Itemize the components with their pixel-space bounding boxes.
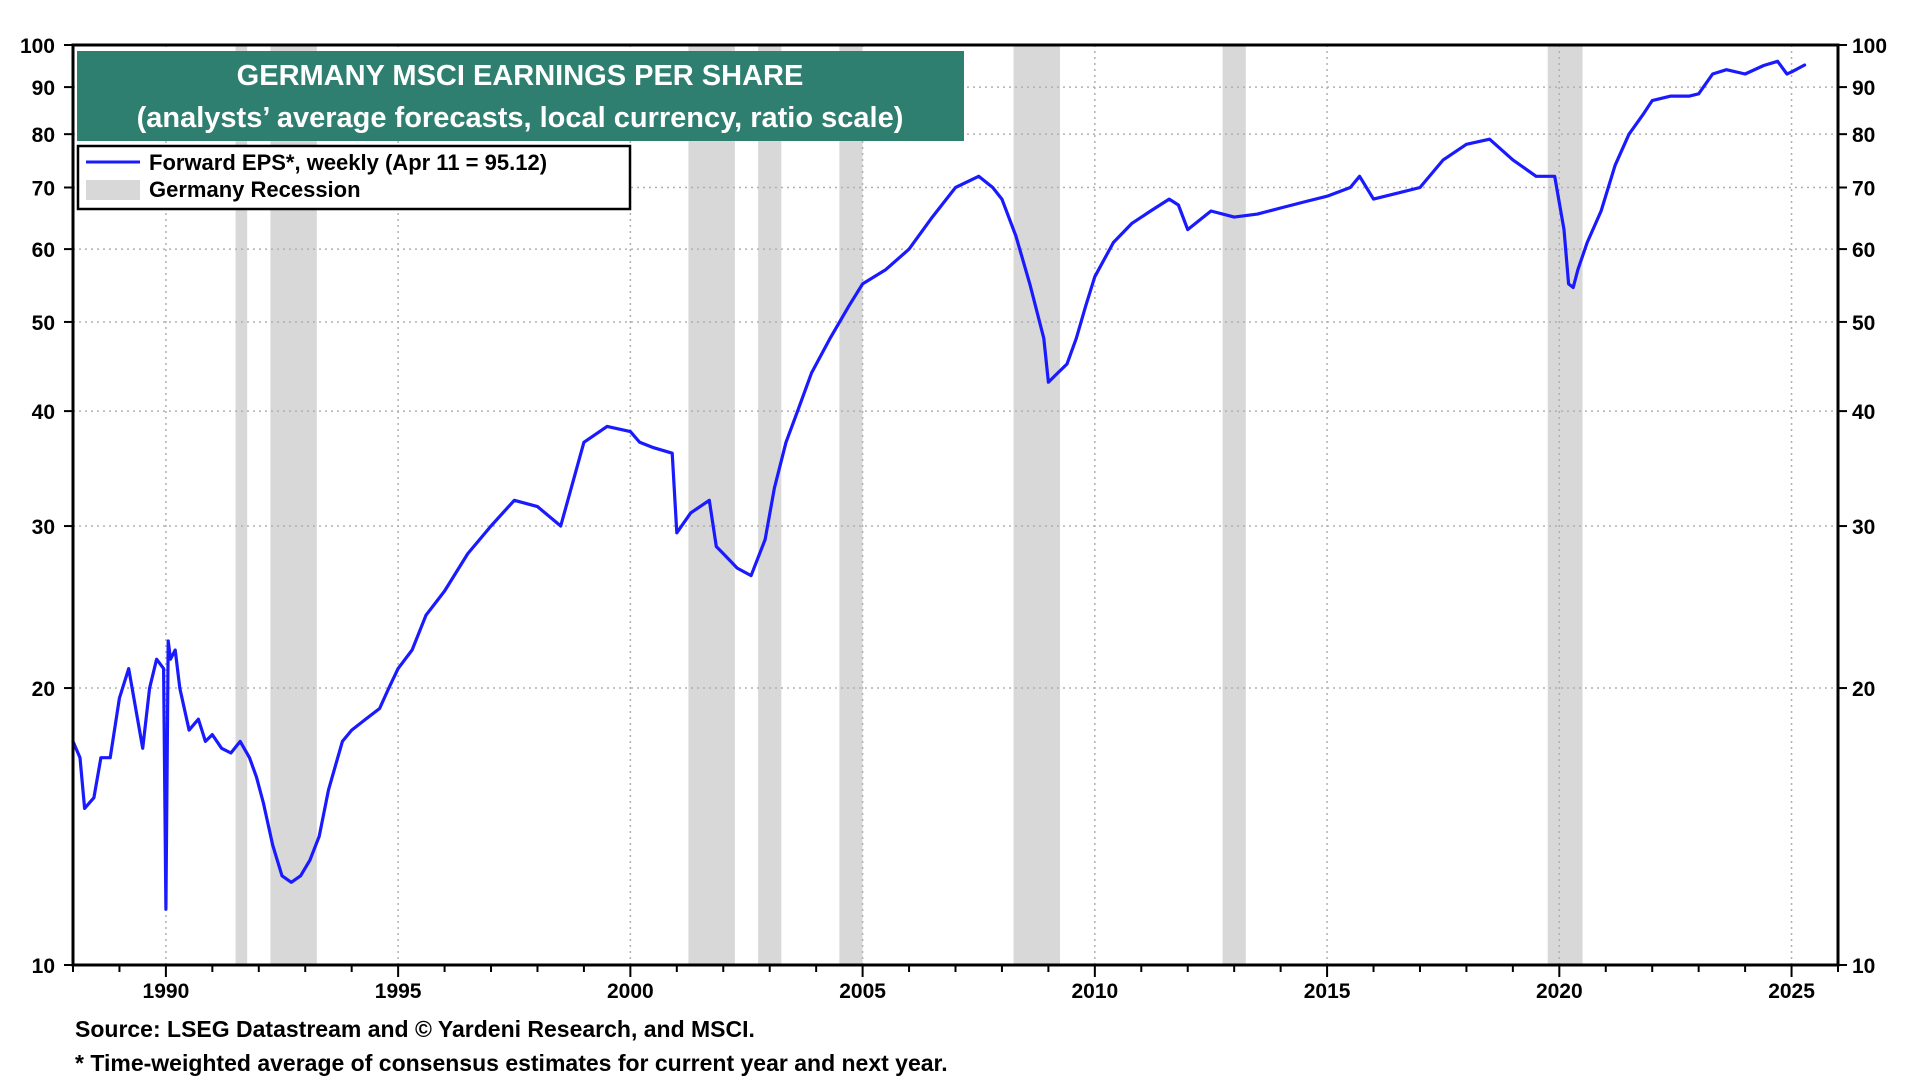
x-tick-label: 2000 [607, 980, 654, 1003]
y-tick-label: 90 [32, 77, 55, 100]
x-tick-label: 2015 [1304, 980, 1351, 1003]
x-tick-label: 2025 [1768, 980, 1815, 1003]
chart-title-box: GERMANY MSCI EARNINGS PER SHARE (analyst… [77, 51, 964, 141]
legend-label-eps: Forward EPS*, weekly (Apr 11 = 95.12) [149, 150, 547, 175]
recession-band [1013, 45, 1061, 965]
x-tick-label: 2020 [1536, 980, 1583, 1003]
y-tick-label: 70 [1852, 178, 1875, 201]
x-tick-label: 2010 [1071, 980, 1118, 1003]
y-tick-label: 50 [1852, 312, 1875, 335]
y-tick-label: 20 [32, 678, 55, 701]
y-tick-label: 30 [32, 516, 55, 539]
recession-band [688, 45, 735, 965]
y-tick-label: 20 [1852, 678, 1875, 701]
recession-band [1222, 45, 1246, 965]
tick-marks [64, 44, 1847, 977]
legend-swatch-recession [86, 180, 140, 200]
y-tick-label: 90 [1852, 77, 1875, 100]
y-tick-label: 60 [1852, 239, 1875, 262]
legend: Forward EPS*, weekly (Apr 11 = 95.12) Ge… [76, 144, 632, 211]
y-tick-labels-left: 10 20 30 40 50 60 70 80 90 100 [20, 35, 55, 978]
source-note: Source: LSEG Datastream and © Yardeni Re… [75, 1016, 755, 1042]
recession-bands [235, 45, 1583, 965]
y-tick-labels-right: 10 20 30 40 50 60 70 80 90 100 [1852, 35, 1887, 978]
y-tick-label: 70 [32, 178, 55, 201]
y-tick-label: 10 [1852, 955, 1875, 978]
y-tick-label: 50 [32, 312, 55, 335]
series-layer [71, 59, 1807, 911]
chart-title: GERMANY MSCI EARNINGS PER SHARE [237, 60, 804, 92]
y-tick-label: 80 [32, 124, 55, 147]
chart-subtitle: (analysts’ average forecasts, local curr… [137, 102, 904, 134]
y-tick-label: 60 [32, 239, 55, 262]
y-tick-label: 80 [1852, 124, 1875, 147]
y-tick-label: 40 [1852, 401, 1875, 424]
x-tick-label: 2005 [839, 980, 886, 1003]
footnote: * Time-weighted average of consensus est… [75, 1050, 948, 1076]
y-tick-label: 10 [32, 955, 55, 978]
x-tick-label: 1990 [143, 980, 190, 1003]
recession-band [839, 45, 863, 965]
legend-label-recession: Germany Recession [149, 177, 361, 202]
recession-band [235, 45, 248, 965]
y-tick-label: 100 [1852, 35, 1887, 58]
y-tick-label: 100 [20, 35, 55, 58]
series-line-forward-eps [71, 59, 1807, 911]
y-tick-label: 40 [32, 401, 55, 424]
x-tick-labels: 1990 1995 2000 2005 2010 2015 2020 2025 [143, 980, 1816, 1003]
y-tick-label: 30 [1852, 516, 1875, 539]
x-tick-label: 1995 [375, 980, 422, 1003]
recession-band [1547, 45, 1583, 965]
